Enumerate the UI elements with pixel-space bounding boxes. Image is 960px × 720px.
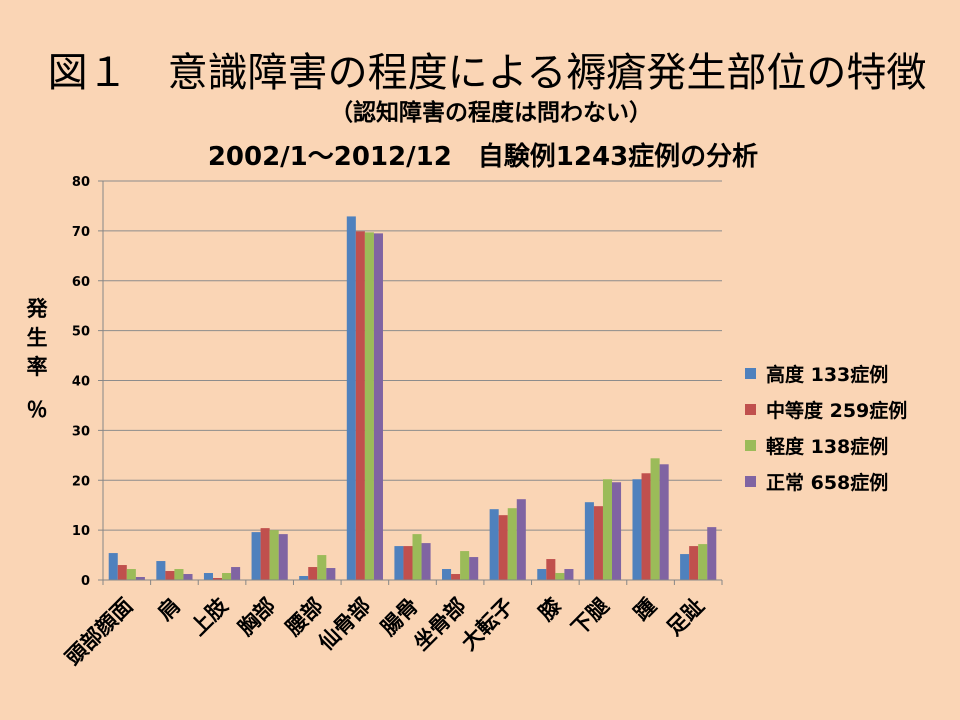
bar-series-2 [355,231,365,580]
analysis-period: 2002/1～2012/12 自験例1243症例の分析 [207,142,759,172]
legend-label: 正常 658症例 [766,471,889,494]
legend-swatch [745,475,756,487]
bar-series-3 [364,232,374,580]
bar-series-2 [451,574,461,580]
x-tick-label: 足趾 [662,594,709,641]
bar-series-4 [516,499,526,580]
x-tick-label: 坐骨部 [409,594,471,656]
bar-series-1 [156,561,166,580]
bar-series-3 [317,555,327,580]
legend-item: 正常 658症例 [745,463,907,499]
x-tick-label: 下腿 [567,594,614,641]
bar-series-3 [222,573,232,580]
y-tick-label: 20 [72,474,90,489]
x-tick-label: 上肢 [186,593,233,640]
y-tick-label: 30 [72,424,90,439]
bar-series-3 [126,569,136,580]
legend-swatch [745,439,756,451]
y-tick-label: 0 [81,574,90,589]
bar-series-2 [498,515,508,580]
bar-series-3 [698,544,708,580]
x-tick-label: 仙骨部 [314,594,376,656]
bar-series-1 [632,479,642,580]
x-tick-label: 胸部 [234,594,281,641]
bar-series-4 [469,557,479,580]
bar-series-1 [299,576,309,580]
bar-series-4 [231,567,241,580]
bar-series-4 [183,574,193,580]
y-axis-unit: ％ [26,398,48,422]
bar-series-1 [394,546,404,580]
y-tick-label: 80 [72,175,90,190]
bar-series-1 [584,502,594,580]
x-tick-label: 踵 [629,594,661,626]
bar-series-2 [117,565,127,580]
y-tick-label: 60 [72,275,90,290]
bar-series-2 [689,546,699,580]
bar-series-1 [442,569,452,580]
bar-series-1 [108,553,118,580]
bar-series-4 [135,577,145,580]
x-tick-label: 頭部顔面 [61,594,137,670]
legend-swatch [745,367,756,379]
bar-series-2 [308,567,318,580]
bar-series-3 [507,508,517,580]
bar-series-1 [680,554,690,580]
legend-label: 軽度 138症例 [766,435,889,458]
legend-label: 高度 133症例 [766,363,889,386]
slide-subtitle: （認知障害の程度は問わない） [330,100,652,126]
bar-series-2 [641,473,651,580]
y-tick-label: 70 [72,225,90,240]
bar-series-2 [403,546,413,580]
legend-item: 中等度 259症例 [745,391,907,427]
bar-series-1 [346,216,356,580]
bar-series-1 [489,509,499,580]
bar-series-2 [546,559,556,580]
y-axis-title: 発生率 [26,297,48,379]
y-tick-label: 40 [72,375,90,390]
bar-series-1 [203,573,213,580]
bar-series-4 [278,534,288,580]
chart-legend: 高度 133症例 中等度 259症例 軽度 138症例 正常 658症例 [745,355,907,499]
bar-series-4 [421,543,431,580]
legend-label: 中等度 259症例 [766,399,908,422]
bar-series-3 [555,573,565,580]
bar-series-1 [537,569,547,580]
bar-series-3 [602,479,613,580]
bar-series-4 [326,568,336,580]
slide-title: 図１ 意識障害の程度による褥瘡発生部位の特徴 [47,50,927,96]
bar-series-3 [650,458,660,580]
bar-series-4 [659,464,669,580]
bar-series-4 [564,569,574,580]
legend-item: 高度 133症例 [745,355,907,391]
x-tick-label: 肩 [153,594,185,626]
bar-series-4 [612,482,622,580]
bar-series-2 [212,578,223,580]
bar-series-2 [260,528,270,580]
bar-series-3 [174,569,184,580]
bar-series-1 [251,532,261,580]
x-tick-label: 膝 [534,593,567,626]
bar-series-4 [373,233,383,580]
x-tick-label: 大転子 [457,594,519,656]
bar-series-3 [412,534,422,580]
bar-series-3 [460,551,470,580]
bar-series-2 [165,571,175,580]
bar-series-3 [269,530,279,580]
bar-series-4 [707,527,717,580]
legend-swatch [745,403,756,415]
bar-series-2 [593,506,603,580]
y-tick-label: 50 [72,325,90,340]
y-tick-label: 10 [72,524,90,539]
legend-item: 軽度 138症例 [745,427,907,463]
